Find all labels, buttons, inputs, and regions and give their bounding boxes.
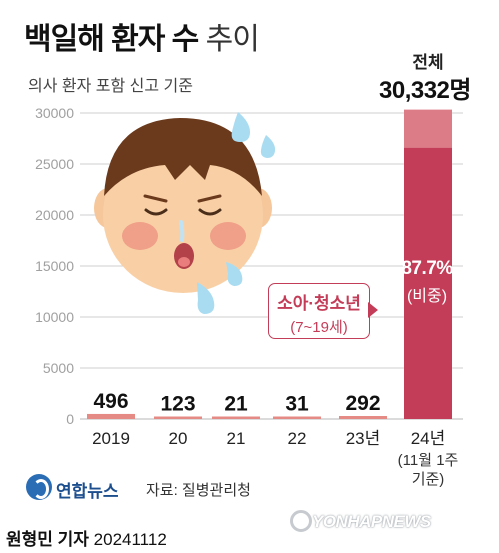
title-bold: 백일해 환자 수 [24, 23, 199, 56]
bar [87, 413, 135, 419]
x-tick-label: 20 [169, 429, 188, 448]
bar [154, 416, 202, 419]
callout-line2: (7~19세) [290, 319, 348, 336]
chart-subtitle: 의사 환자 포함 신고 기준 [28, 78, 193, 95]
face-hair [104, 118, 262, 196]
x-tick-sublabel: (11월 1주 [398, 452, 459, 469]
callout-pointer [368, 302, 378, 318]
face-brow-left [143, 194, 168, 203]
share-label: (비중) [406, 288, 448, 305]
sweat-drop-1 [231, 112, 250, 142]
children-youth-callout: 소아·청소년 (7~19세) [268, 283, 370, 339]
y-tick-label: 5000 [43, 360, 74, 376]
x-tick-label: 23년 [346, 429, 381, 448]
publish-date: 20241112 [93, 530, 167, 549]
data-label: 31 [285, 393, 309, 416]
data-label: 123 [160, 393, 195, 416]
total-label: 전체 [412, 53, 444, 72]
title-light: 추이 [205, 23, 260, 56]
watermark-logo-icon [290, 510, 312, 532]
bar [339, 416, 387, 419]
y-tick-label: 20000 [35, 207, 74, 223]
face-brow-right [197, 194, 222, 203]
chart-title: 백일해 환자 수 추이 [24, 14, 260, 58]
y-tick-label: 15000 [35, 258, 74, 274]
x-tick-label: 2019 [92, 429, 130, 448]
data-label: 292 [345, 392, 380, 415]
yonhap-logo-icon [26, 474, 52, 500]
reporter-name: 원형민 기자 [6, 530, 89, 549]
y-tick-label: 10000 [35, 309, 74, 325]
footer-brand: 연합뉴스 [56, 482, 119, 501]
share-annotation: 87.7% (비중) [397, 258, 457, 306]
sneezing-face-illustration [94, 112, 276, 314]
watermark: YONHAPNEWS [312, 512, 431, 531]
byline: 원형민 기자 20241112 [6, 525, 167, 550]
face-eye-right [198, 208, 222, 216]
y-tick-label: 30000 [35, 105, 74, 121]
spray-drop-1 [197, 282, 215, 314]
data-label: 21 [224, 393, 248, 416]
callout-line1: 소아·청소년 [277, 294, 361, 313]
bar [212, 416, 260, 419]
face-nose-drip [179, 220, 185, 242]
x-tick-sublabel: 기준) [412, 471, 445, 488]
bar [273, 416, 321, 419]
total-value: 30,332명 [379, 77, 472, 104]
face-cheek-left [122, 222, 158, 250]
x-tick-label: 24년 [411, 429, 446, 448]
face-eye-left [144, 208, 168, 216]
share-value: 87.7% [401, 258, 453, 279]
x-tick-label: 21 [227, 429, 246, 448]
footer-source: 자료: 질병관리청 [146, 482, 251, 499]
bar-2024-children-youth [404, 147, 452, 419]
bar-2024-others [404, 109, 452, 148]
data-label: 496 [93, 390, 128, 413]
x-tick-label: 22 [288, 429, 307, 448]
face-tongue [178, 257, 190, 267]
y-tick-label: 0 [66, 411, 74, 427]
face-cheek-right [210, 222, 246, 250]
sweat-drop-2 [260, 135, 276, 158]
spray-drop-2 [226, 262, 243, 286]
y-tick-label: 25000 [35, 156, 74, 172]
face-head [103, 137, 263, 293]
